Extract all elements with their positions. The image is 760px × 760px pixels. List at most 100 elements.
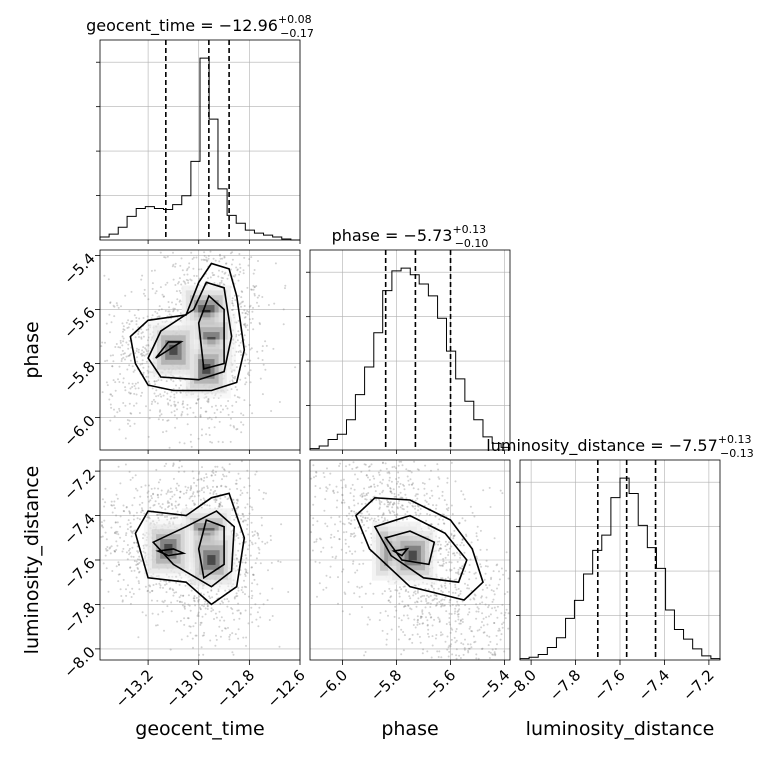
sample-point — [343, 523, 346, 526]
sample-point — [240, 589, 243, 591]
sample-point — [360, 512, 363, 515]
sample-point — [182, 400, 185, 403]
sample-point — [207, 255, 210, 257]
sample-point — [250, 321, 252, 324]
sample-point — [381, 514, 384, 516]
sample-point — [158, 414, 161, 417]
sample-point — [412, 591, 415, 594]
sample-point — [409, 502, 412, 505]
sample-point — [364, 463, 367, 466]
sample-point — [437, 561, 440, 564]
sample-point — [389, 590, 392, 593]
sample-point — [180, 414, 183, 417]
sample-point — [193, 274, 196, 277]
sample-point — [151, 400, 154, 403]
sample-point — [325, 586, 328, 589]
sample-point — [214, 644, 217, 647]
sample-point — [444, 640, 447, 643]
sample-point — [362, 516, 364, 519]
sample-point — [123, 510, 126, 513]
sample-point — [173, 307, 176, 310]
sample-point — [399, 496, 402, 499]
sample-point — [379, 611, 382, 614]
sample-point — [253, 294, 256, 297]
sample-point — [192, 625, 195, 628]
sample-point — [250, 541, 253, 544]
sample-point — [145, 353, 148, 356]
sample-point — [490, 576, 493, 579]
sample-point — [200, 434, 203, 437]
sample-point — [421, 652, 424, 655]
sample-point — [207, 398, 210, 401]
sample-point — [182, 594, 185, 597]
sample-point — [370, 532, 373, 535]
sample-point — [123, 540, 126, 543]
sample-point — [470, 646, 473, 649]
sample-point — [156, 402, 159, 405]
sample-point — [351, 533, 354, 536]
sample-point — [501, 492, 504, 495]
sample-point — [365, 498, 368, 501]
sample-point — [126, 528, 129, 531]
sample-point — [166, 419, 169, 422]
sample-point — [239, 270, 242, 273]
sample-point — [238, 263, 241, 266]
sample-point — [469, 625, 472, 628]
sample-point — [427, 632, 429, 635]
sample-point — [467, 649, 470, 652]
sample-point — [221, 270, 224, 273]
sample-point — [244, 540, 247, 543]
sample-point — [165, 462, 168, 465]
sample-point — [111, 504, 114, 507]
sample-point — [241, 561, 244, 564]
sample-point — [236, 499, 239, 502]
sample-point — [108, 313, 111, 316]
sample-point — [235, 507, 237, 510]
sample-point — [135, 576, 138, 579]
sample-point — [203, 503, 206, 506]
sample-point — [187, 486, 190, 489]
sample-point — [229, 440, 232, 443]
sample-point — [242, 300, 244, 303]
sample-point — [110, 545, 113, 548]
sample-point — [455, 604, 458, 607]
sample-point — [190, 485, 192, 488]
sample-point — [363, 494, 366, 497]
sample-point — [391, 466, 394, 469]
sample-point — [418, 635, 421, 638]
sample-point — [193, 504, 196, 506]
sample-point — [370, 485, 373, 488]
sample-point — [233, 597, 236, 600]
sample-point — [128, 364, 131, 367]
sample-point — [157, 315, 160, 318]
sample-point — [237, 537, 240, 539]
sample-point — [222, 277, 224, 280]
sample-point — [447, 551, 450, 554]
sample-point — [455, 578, 458, 581]
sample-point — [389, 601, 392, 604]
sample-point — [132, 555, 135, 558]
x-tick-label: −13.2 — [112, 666, 157, 711]
sample-point — [231, 379, 234, 382]
sample-point — [449, 598, 452, 601]
sample-point — [211, 441, 213, 444]
sample-point — [269, 539, 272, 542]
sample-point — [433, 597, 436, 600]
sample-point — [404, 605, 407, 608]
sample-point — [420, 615, 423, 618]
sample-point — [416, 615, 419, 618]
sample-point — [492, 653, 495, 656]
sample-point — [231, 299, 234, 302]
sample-point — [179, 594, 182, 597]
sample-point — [197, 494, 200, 497]
sample-point — [262, 497, 265, 500]
sample-point — [315, 540, 318, 543]
sample-point — [206, 603, 209, 606]
sample-point — [404, 493, 407, 496]
sample-point — [131, 530, 134, 533]
sample-point — [169, 587, 172, 590]
sample-point — [259, 377, 262, 380]
sample-point — [449, 568, 451, 571]
sample-point — [463, 498, 466, 501]
sample-point — [177, 401, 180, 404]
